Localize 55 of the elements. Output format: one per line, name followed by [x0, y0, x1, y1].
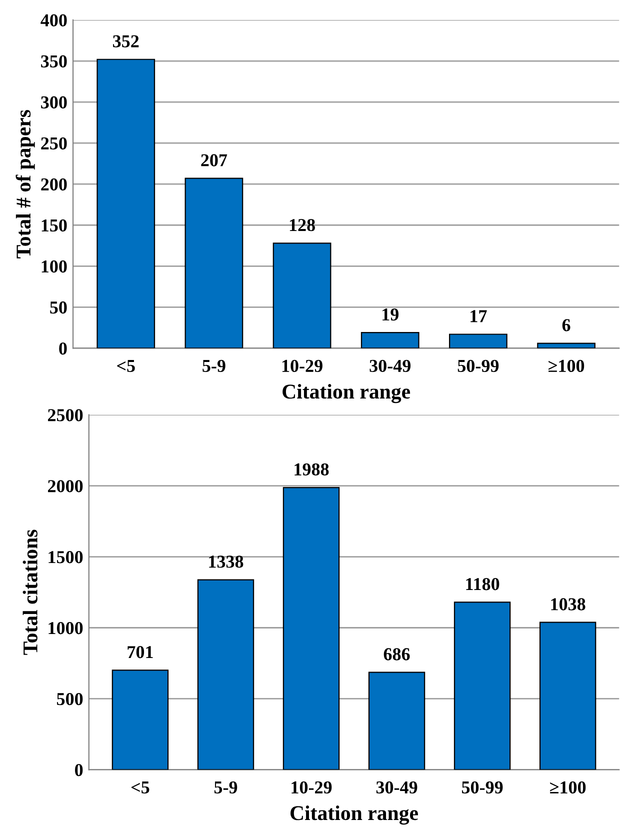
y-tick-label: 2000 [48, 480, 83, 492]
x-axis-title: Citation range [290, 806, 418, 825]
y-axis-title: Total # of papers [16, 110, 35, 258]
x-tick-label: 30-49 [370, 360, 411, 372]
x-tick-label: 30-49 [376, 781, 418, 794]
x-tick-label: 50-99 [462, 781, 503, 794]
y-axis-title: Total citations [22, 530, 38, 655]
bar [449, 334, 508, 348]
bar [539, 622, 596, 770]
data-label: 6 [562, 319, 570, 332]
data-label: 1338 [209, 556, 244, 568]
data-label: 19 [382, 308, 398, 321]
bar [282, 486, 340, 770]
y-tick-label: 250 [41, 137, 67, 150]
bar [272, 242, 332, 348]
bar [537, 342, 596, 348]
x-tick-label: 10-29 [282, 360, 322, 372]
data-label: 686 [384, 648, 410, 660]
data-label: 128 [290, 218, 315, 232]
data-label: 17 [470, 310, 487, 322]
y-tick-label: 400 [40, 14, 67, 26]
y-tick-label: 2500 [48, 409, 83, 422]
x-axis-title: Citation range [282, 384, 410, 404]
x-tick-label: 50-99 [458, 360, 499, 372]
x-tick-label: 5-9 [202, 360, 226, 372]
bar [454, 602, 511, 770]
x-tick-label: <5 [131, 782, 150, 794]
data-label: 1988 [294, 463, 329, 476]
data-label: 352 [113, 35, 139, 48]
x-tick-label: 10-29 [292, 781, 332, 794]
bar [197, 579, 254, 770]
y-tick-label: 500 [56, 692, 83, 706]
y-tick-label: 350 [41, 55, 67, 68]
bar [112, 670, 169, 770]
x-tick-label: 5-9 [214, 781, 238, 794]
x-tick-label: ≥100 [548, 360, 584, 372]
y-tick-label: 150 [42, 219, 67, 232]
bar [368, 672, 426, 770]
bar [184, 178, 244, 348]
x-tick-label: ≥100 [550, 781, 586, 794]
bar [360, 332, 420, 348]
data-label: 1038 [551, 598, 586, 610]
data-label: 207 [201, 154, 228, 166]
y-tick-label: 50 [50, 301, 67, 314]
y-tick-label: 1500 [48, 551, 83, 564]
y-tick-label: 300 [41, 96, 67, 108]
y-tick-label: 0 [75, 764, 83, 776]
x-tick-label: <5 [117, 360, 135, 372]
y-tick-label: 0 [59, 342, 67, 355]
y-tick-label: 1000 [48, 622, 83, 634]
data-label: 1180 [466, 578, 500, 590]
y-tick-label: 200 [41, 178, 67, 191]
data-label: 701 [128, 646, 153, 658]
bar [96, 58, 156, 348]
y-tick-label: 100 [42, 260, 67, 273]
